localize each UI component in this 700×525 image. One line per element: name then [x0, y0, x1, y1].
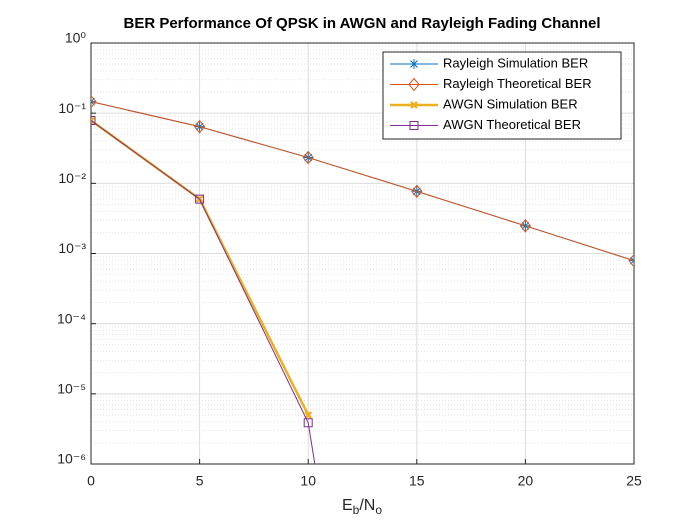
marker — [409, 59, 419, 69]
marker — [304, 411, 313, 419]
x-label-part: E — [342, 497, 353, 514]
y-tick-label: 10⁻³ — [58, 240, 86, 256]
legend-box — [382, 51, 622, 140]
y-tick-label: 10⁻⁴ — [57, 310, 86, 326]
chart-title: BER Performance Of QPSK in AWGN and Rayl… — [123, 15, 600, 32]
plot-layer — [91, 94, 634, 464]
marker — [303, 418, 313, 428]
marker — [302, 150, 314, 165]
x-tick-label: 25 — [626, 473, 642, 489]
y-tick-label: 10⁻² — [58, 170, 86, 186]
y-tick-label: 10⁰ — [65, 30, 87, 46]
series-line — [91, 101, 634, 262]
legend-label: Rayleigh Theoretical BER — [443, 76, 592, 91]
x-label-sub: o — [375, 503, 382, 517]
x-tick-label: 5 — [196, 473, 204, 489]
marker — [409, 121, 419, 130]
x-tick-label: 0 — [87, 473, 95, 489]
x-tick-label: 20 — [518, 473, 534, 489]
marker — [91, 116, 96, 126]
axes-box — [90, 42, 635, 465]
x-tick-label: 15 — [409, 473, 425, 489]
marker — [193, 119, 206, 134]
marker — [195, 194, 205, 204]
legend-label: AWGN Simulation BER — [443, 96, 578, 111]
y-tick-label: 10⁻⁶ — [57, 451, 86, 467]
x-tick-label: 10 — [300, 473, 316, 489]
marker — [411, 184, 423, 199]
x-label-part: /N — [359, 497, 375, 514]
y-tick-label: 10⁻¹ — [58, 100, 86, 116]
x-axis-label: Eb/No — [342, 497, 382, 517]
marker — [628, 253, 634, 268]
marker — [91, 94, 97, 109]
marker — [410, 101, 418, 109]
marker — [519, 219, 532, 233]
marker — [408, 77, 420, 92]
series-line — [91, 120, 316, 464]
legend-label: AWGN Theoretical BER — [443, 117, 581, 132]
y-tick-label: 10⁻⁵ — [57, 381, 86, 397]
legend-label: Rayleigh Simulation BER — [443, 55, 588, 70]
x-label-sub: b — [353, 503, 360, 517]
